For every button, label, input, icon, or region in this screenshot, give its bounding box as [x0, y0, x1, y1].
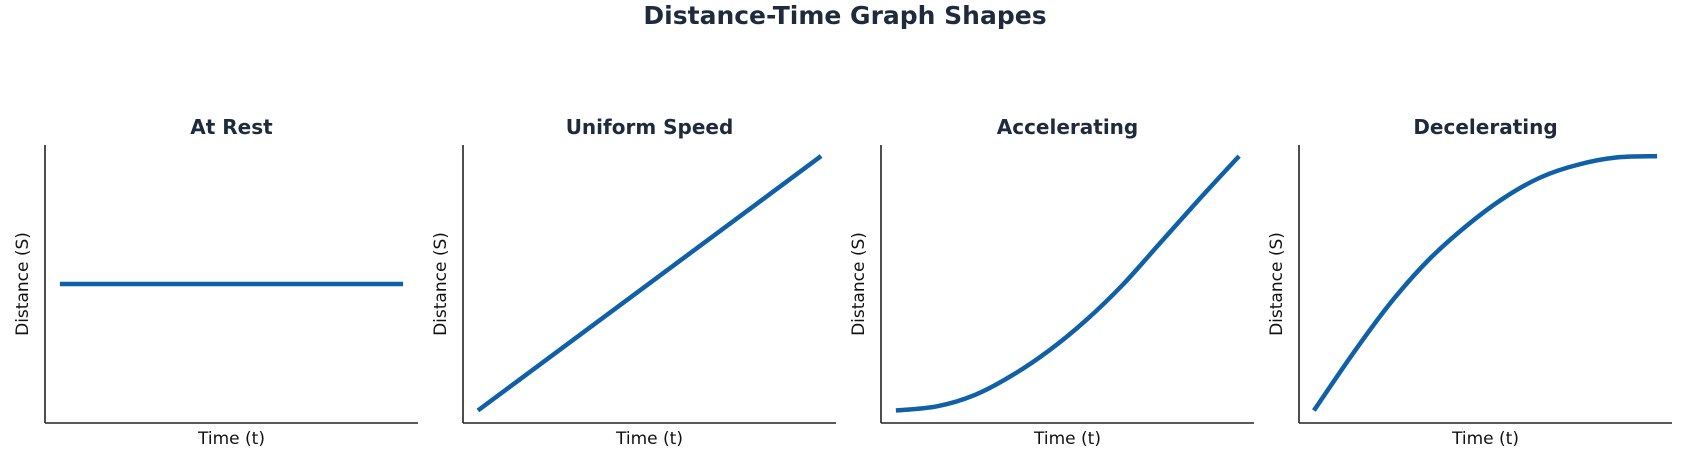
figure-title: Distance-Time Graph Shapes: [643, 1, 1046, 30]
x-axis-label: Time (t): [1033, 429, 1101, 449]
y-axis-label: Distance (S): [431, 232, 451, 336]
panel-title: Accelerating: [997, 115, 1139, 139]
distance-time-line: [895, 154, 1241, 413]
y-axis-label: Distance (S): [13, 232, 33, 336]
x-axis-label: Time (t): [197, 429, 265, 449]
x-axis-label: Time (t): [1451, 429, 1519, 449]
y-axis-label: Distance (S): [1267, 232, 1287, 336]
panel-title: At Rest: [190, 115, 273, 139]
panel-title: Decelerating: [1413, 115, 1557, 139]
distance-time-line: [476, 154, 823, 413]
chart-panels: At Rest Time (t) Distance (S) Uniform Speed…: [13, 115, 1672, 449]
x-axis-label: Time (t): [615, 429, 683, 449]
y-axis-label: Distance (S): [849, 232, 869, 336]
panel-title: Uniform Speed: [566, 115, 734, 139]
distance-time-line: [1312, 153, 1658, 412]
